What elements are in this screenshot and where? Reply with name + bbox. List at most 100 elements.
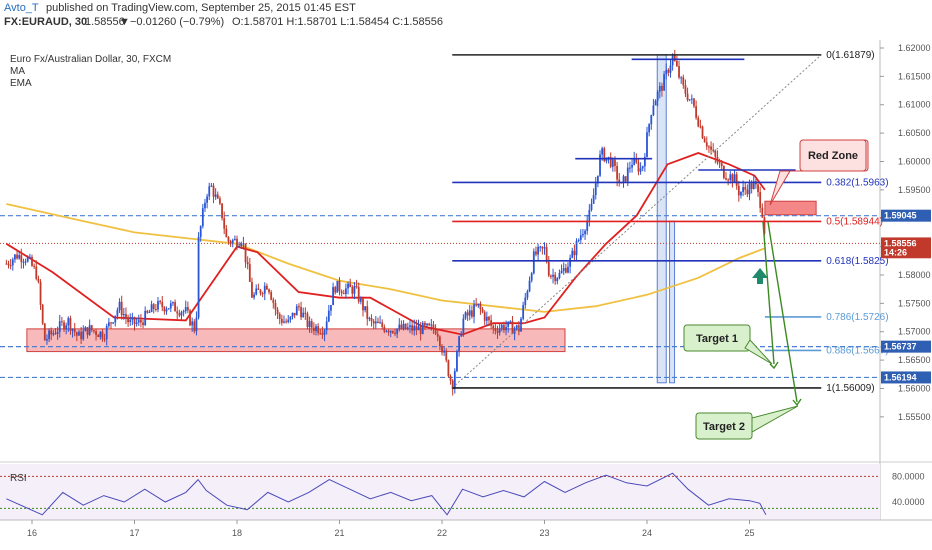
candle-body (334, 287, 337, 293)
candle-body (257, 288, 260, 290)
rsi-label: RSI (10, 473, 27, 484)
price-axis[interactable]: 1.62000 1.61500 1.61000 1.60500 1.60000 1.595… (880, 43, 931, 422)
fibonacci[interactable]: 0(1.61879) 0.382(1.5963) 0.5(1.58944) 0.618… (451, 50, 889, 394)
candle-body (438, 336, 441, 347)
ma-line (6, 203, 766, 313)
candle-body (763, 217, 766, 234)
price-level-tag-label: 1.59045 (884, 211, 917, 221)
price-tag-label: 14:26 (884, 247, 907, 257)
candle-body (626, 167, 629, 182)
candle-body (481, 308, 484, 313)
candle-body (400, 324, 403, 329)
candle-body (302, 312, 305, 318)
candle-body (291, 312, 294, 317)
candle-body (219, 198, 221, 204)
price-tick-label: 1.55500 (898, 412, 931, 422)
legend-ema[interactable]: EMA (10, 78, 32, 89)
time-tick-label: 25 (744, 528, 754, 538)
author-link[interactable]: Avto_T (4, 2, 39, 14)
published-text: published on TradingView.com, September … (46, 2, 356, 14)
candle-body (710, 146, 712, 150)
price-tick-label: 1.61000 (898, 100, 931, 110)
candle-body (701, 126, 704, 139)
candle-body (746, 189, 749, 195)
candle-body (18, 255, 21, 259)
candle-body (729, 174, 732, 181)
candle-body (120, 301, 123, 316)
candle-body (571, 250, 574, 258)
fib-level-label: 1(1.56009) (826, 383, 874, 394)
candle-body (306, 313, 309, 327)
candle-body (336, 280, 339, 293)
arrowhead-icon (792, 398, 802, 407)
candle-body (165, 309, 168, 312)
candle-body (387, 330, 390, 333)
down-arrow-icon: ▼ (119, 16, 130, 28)
candle-body (445, 350, 448, 361)
candle-body (643, 157, 646, 167)
candle-body (362, 298, 364, 311)
red-zone[interactable] (764, 200, 817, 216)
candle-body (417, 326, 420, 331)
candle-body (424, 322, 426, 326)
rsi-pane (0, 464, 880, 520)
candle-body (584, 230, 586, 235)
candle-body (522, 305, 525, 319)
candle-body (436, 333, 439, 337)
candle-body (737, 185, 740, 196)
candle-body (646, 132, 648, 158)
projection-arrow-1 (762, 221, 775, 365)
candle-body (221, 203, 223, 219)
candle-body (402, 323, 405, 329)
candle-body (300, 307, 302, 318)
candle-body (485, 316, 488, 321)
candle-body (609, 156, 612, 167)
candle-body (310, 321, 313, 328)
candle-body (31, 256, 33, 266)
candle-body (110, 322, 112, 324)
candle-body (150, 304, 153, 312)
candle-body (191, 321, 194, 326)
legend-ma[interactable]: MA (10, 66, 25, 77)
candle-body (494, 328, 497, 331)
rsi-indicator: RSI 80.0000 40.0000 (0, 471, 925, 516)
candle-body (406, 327, 409, 330)
candle-body (718, 162, 721, 164)
candle-body (103, 338, 106, 340)
candle-body (246, 262, 249, 265)
candle-body (280, 318, 283, 323)
candle-body (238, 245, 241, 248)
candle-body (456, 351, 458, 372)
candle-body (526, 291, 529, 298)
rsi-line (6, 472, 767, 516)
candle-body (248, 264, 251, 282)
candle-body (697, 117, 700, 127)
candle-body (321, 333, 324, 335)
candle-body (186, 307, 189, 311)
candle-body (58, 321, 61, 332)
candle-body (374, 321, 377, 324)
candle-body (379, 322, 381, 324)
candle-body (195, 317, 198, 332)
candle-body (735, 174, 738, 186)
candle-body (547, 261, 550, 276)
candle-body (315, 326, 317, 332)
candle-body (295, 306, 298, 316)
support-zone[interactable] (26, 328, 566, 353)
candle-body (483, 312, 486, 321)
time-axis[interactable]: 16 17 18 21 22 23 24 25 (27, 520, 755, 538)
last-price: 1.58556 (85, 16, 125, 28)
candle-body (541, 246, 544, 249)
candle-body (227, 237, 230, 242)
symbol-label: FX:EURAUD, 30 (4, 16, 87, 28)
candle-body (214, 194, 217, 197)
candle-body (69, 318, 72, 331)
ohlc-text: O:1.58701 H:1.58701 L:1.58454 C:1.58556 (232, 16, 443, 28)
candle-body (86, 327, 89, 335)
candle-body (289, 316, 292, 320)
candle-body (520, 318, 522, 332)
candle-body (588, 209, 591, 221)
candle-body (122, 314, 125, 316)
fib-level-label: 0.382(1.5963) (826, 177, 888, 188)
